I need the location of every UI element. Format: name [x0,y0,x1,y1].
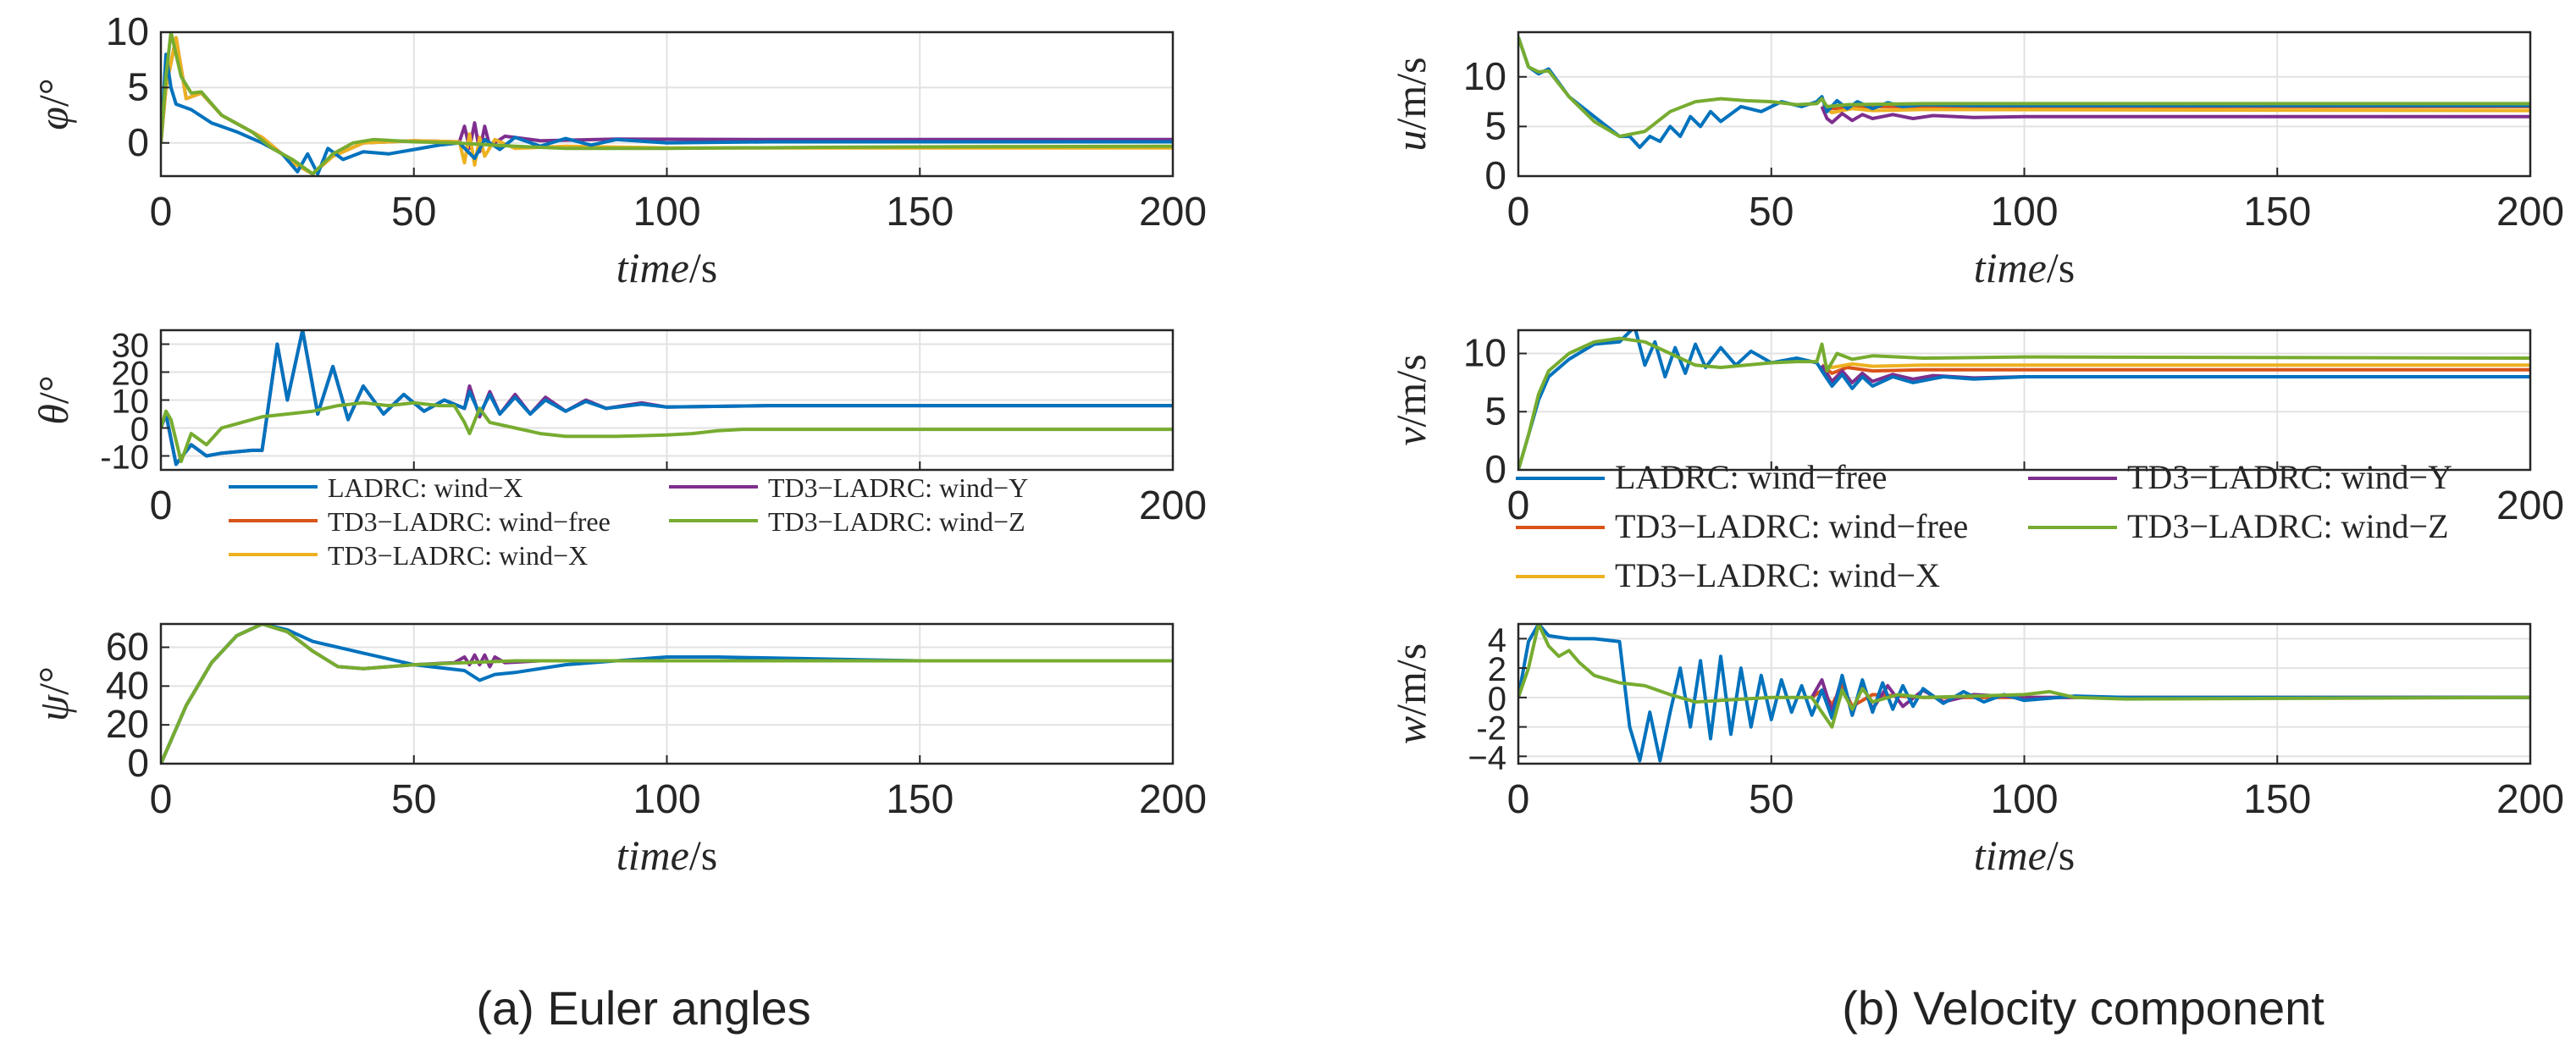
y-axis-label: ψ/° [30,666,77,721]
y-tick-label: 5 [1484,389,1506,433]
y-tick-label: 20 [112,356,150,393]
x-tick-label: 50 [1749,777,1794,822]
legend-label: LADRC: wind−X [328,472,523,503]
y-tick-label: 20 [106,702,149,746]
x-tick-label: 50 [391,777,436,822]
legend-label: TD3−LADRC: wind−Z [2127,507,2449,545]
y-tick-label: 30 [112,328,150,365]
y-tick-label: 0 [127,741,149,785]
series-line-td3-ladrc-wind-z [1518,36,2530,139]
y-tick-label: 2 [1488,651,1506,688]
legend: LADRC: wind−free TD3−LADRC: wind−Y TD3−LAD… [1516,458,2452,594]
series-line-td3-ladrc-wind-z [1518,624,2530,729]
x-tick-label: 100 [1990,190,2058,235]
y-tick-label: 60 [106,625,149,669]
y-axis-label: θ/° [30,375,77,424]
series-line-td3-ladrc-wind-z [161,400,1173,464]
x-tick-label: 200 [1139,190,1207,235]
y-tick-label: 10 [106,9,149,53]
x-axis-label: time/s [616,244,717,291]
x-tick-label: 100 [1990,777,2058,822]
legend-label: TD3−LADRC: wind−free [328,506,611,537]
y-tick-label: 0 [130,411,149,449]
y-tick-label: 10 [1463,54,1506,98]
x-tick-label: 200 [2496,190,2564,235]
y-axis-label: φ/° [30,78,77,130]
x-tick-label: 200 [1139,777,1207,822]
y-tick-label: 5 [127,64,149,108]
x-tick-label: 150 [2243,777,2311,822]
x-tick-label: 200 [2496,777,2564,822]
series-line-td3-ladrc-wind-free [1821,363,2530,375]
x-tick-label: 0 [1507,483,1530,528]
right-caption: (b) Velocity component [1842,981,2324,1035]
x-axis-label: time/s [1974,831,2075,879]
y-axis-label: v/m/s [1387,354,1434,445]
x-tick-label: 150 [2243,190,2311,235]
y-tick-label: 0 [1484,153,1506,197]
x-tick-label: 0 [150,190,173,235]
x-tick-label: 50 [391,190,436,235]
y-tick-label: 40 [106,663,149,707]
x-tick-label: 200 [2496,483,2564,528]
y-axis-label: w/m/s [1387,643,1434,745]
legend-label: TD3−LADRC: wind−X [328,540,588,571]
legend-label: TD3−LADRC: wind−X [1615,556,1940,594]
y-tick-label: 0 [1484,447,1506,491]
series-line-ladrc-wind-x [1518,36,2530,149]
series-line-td3-ladrc-wind-z [161,32,1173,176]
series-line-td3-ladrc-wind-x [1821,105,2530,114]
y-tick-label: −4 [1468,739,1506,776]
x-tick-label: 0 [1507,190,1530,235]
legend-label: TD3−LADRC: wind−Y [2127,458,2452,496]
y-axis-label: u/m/s [1387,57,1434,151]
series-line-td3-ladrc-wind-z [161,624,1173,764]
x-tick-label: 0 [1507,777,1530,822]
left-caption: (a) Euler angles [476,981,810,1035]
y-tick-label: 5 [1484,103,1506,147]
y-tick-label: 4 [1488,621,1506,659]
y-tick-label: -10 [100,439,149,477]
x-tick-label: 0 [150,483,173,528]
x-tick-label: 50 [1749,190,1794,235]
x-axis-label: time/s [616,831,717,879]
x-tick-label: 100 [633,777,700,822]
x-tick-label: 0 [150,777,173,822]
x-tick-label: 150 [886,190,954,235]
y-tick-label: 0 [1488,681,1506,718]
x-tick-label: 150 [886,777,954,822]
series-line-td3-ladrc-wind-z [1518,336,2530,470]
x-axis-label: time/s [1974,244,2075,291]
x-tick-label: 100 [633,190,700,235]
legend-label: TD3−LADRC: wind−Z [768,506,1025,537]
series-line-ladrc-wind-x [161,52,1173,176]
legend: LADRC: wind−X TD3−LADRC: wind−YTD3−LADRC:… [229,472,1028,571]
y-tick-label: 0 [127,120,149,164]
legend-label: TD3−LADRC: wind−Y [768,472,1028,503]
legend-label: TD3−LADRC: wind−free [1615,507,1968,545]
y-tick-label: 10 [112,384,150,421]
series-line-td3-ladrc-wind-y [1820,106,2530,124]
x-tick-label: 200 [1139,483,1207,528]
chart-v: 0 200 10 5 0 v/m/s LADRC: wind−free TD3−LADRC: … [1387,329,2564,594]
y-tick-label: -2 [1476,710,1506,748]
y-tick-label: 10 [1463,331,1506,375]
legend-label: LADRC: wind−free [1615,458,1887,496]
